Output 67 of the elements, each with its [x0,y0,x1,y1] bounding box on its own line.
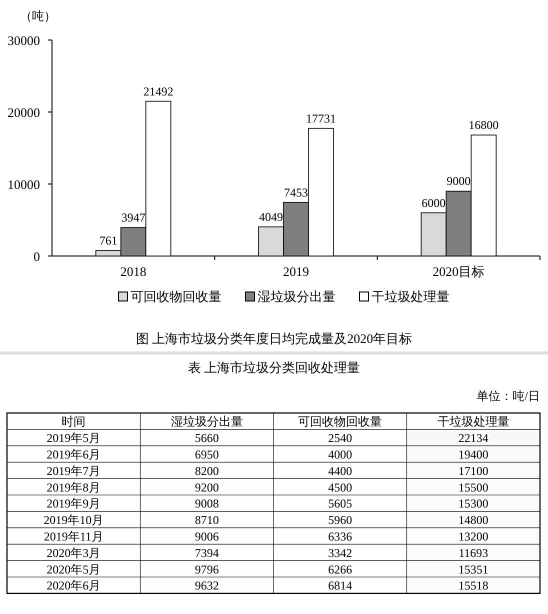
data-label: 6950 [194,448,219,462]
y-tick-label: 2019年9月 [46,496,101,511]
data-label: 9200 [194,480,219,494]
data-label: 16800 [468,118,499,132]
data-label: 15500 [458,480,488,494]
y-tick-label: 10000 [8,177,40,192]
legend-label: 干垃圾处理量 [372,289,450,304]
y-tick-label: 2019年11月 [44,530,104,544]
y-axis-title: 时间 [62,414,86,429]
data-label: 15351 [458,562,488,576]
y-tick-label: 2020年3月 [46,546,101,560]
data-label: 13200 [458,530,488,544]
data-label: 9632 [194,578,219,593]
y-tick-label: 2019年6月 [46,448,101,462]
data-label: 9000 [446,174,471,188]
y-tick-label: 20000 [8,105,40,120]
data-label: 6814 [328,578,352,593]
data-label: 19400 [458,448,488,462]
x-tick-label: 2018 [120,264,146,279]
data-label: 6336 [328,530,352,544]
x-tick-label: 可回收物回收量 [298,414,382,429]
data-label: 21492 [143,84,174,98]
y-tick-label: 30000 [8,33,40,48]
data-label: 6266 [328,562,352,576]
data-label: 15518 [458,578,488,593]
x-tick-label: 2020目标 [432,264,485,279]
data-label: 11693 [458,546,488,560]
data-label: 5605 [328,496,352,511]
y-tick-label: 2020年6月 [46,578,101,593]
data-label: 8710 [194,513,219,528]
data-label: 4000 [328,448,352,462]
data-label: 14800 [458,513,488,528]
data-label: 7453 [284,185,308,200]
data-label: 9008 [194,496,219,511]
legend-label: 可回收物回收量 [130,289,222,304]
y-tick-label: 2019年10月 [44,513,104,528]
data-label: 4500 [328,480,352,494]
data-label: 6000 [422,196,446,210]
data-label: 9796 [194,562,219,576]
data-label: 17100 [458,464,488,478]
data-label: 22134 [458,431,488,446]
x-tick-label: 2019 [283,264,309,279]
x-tick-label: 干垃圾处理量 [437,414,510,429]
data-label: 2540 [328,431,352,446]
y-tick-label: 0 [34,249,40,264]
y-tick-label: 2019年8月 [46,480,101,494]
chart-title: 表 上海市垃圾分类回收处理量 [188,360,360,375]
data-label: 761 [99,234,118,248]
data-label: 17731 [306,111,336,126]
data-label: 3947 [121,210,146,225]
data-label: 8200 [194,464,219,478]
text: 单位：吨/日 [476,389,540,403]
y-tick-label: 2019年7月 [46,464,101,478]
text: 图 上海市垃圾分类年度日均完成量及2020年目标 [136,331,412,346]
data-label: 5660 [194,431,219,446]
data-label: 5960 [328,513,352,528]
y-tick-label: 2019年5月 [46,431,101,446]
data-label: 4049 [259,210,283,224]
legend-label: 湿垃圾分出量 [258,289,336,304]
data-label: 9006 [194,530,219,544]
data-label: 15300 [458,496,488,511]
data-label: 3342 [328,546,352,560]
data-label: 4400 [328,464,352,478]
y-tick-label: 2020年5月 [46,562,101,576]
data-label: 7394 [194,546,219,560]
x-tick-label: 湿垃圾分出量 [170,414,243,429]
y-axis-title: （吨） [20,9,56,23]
